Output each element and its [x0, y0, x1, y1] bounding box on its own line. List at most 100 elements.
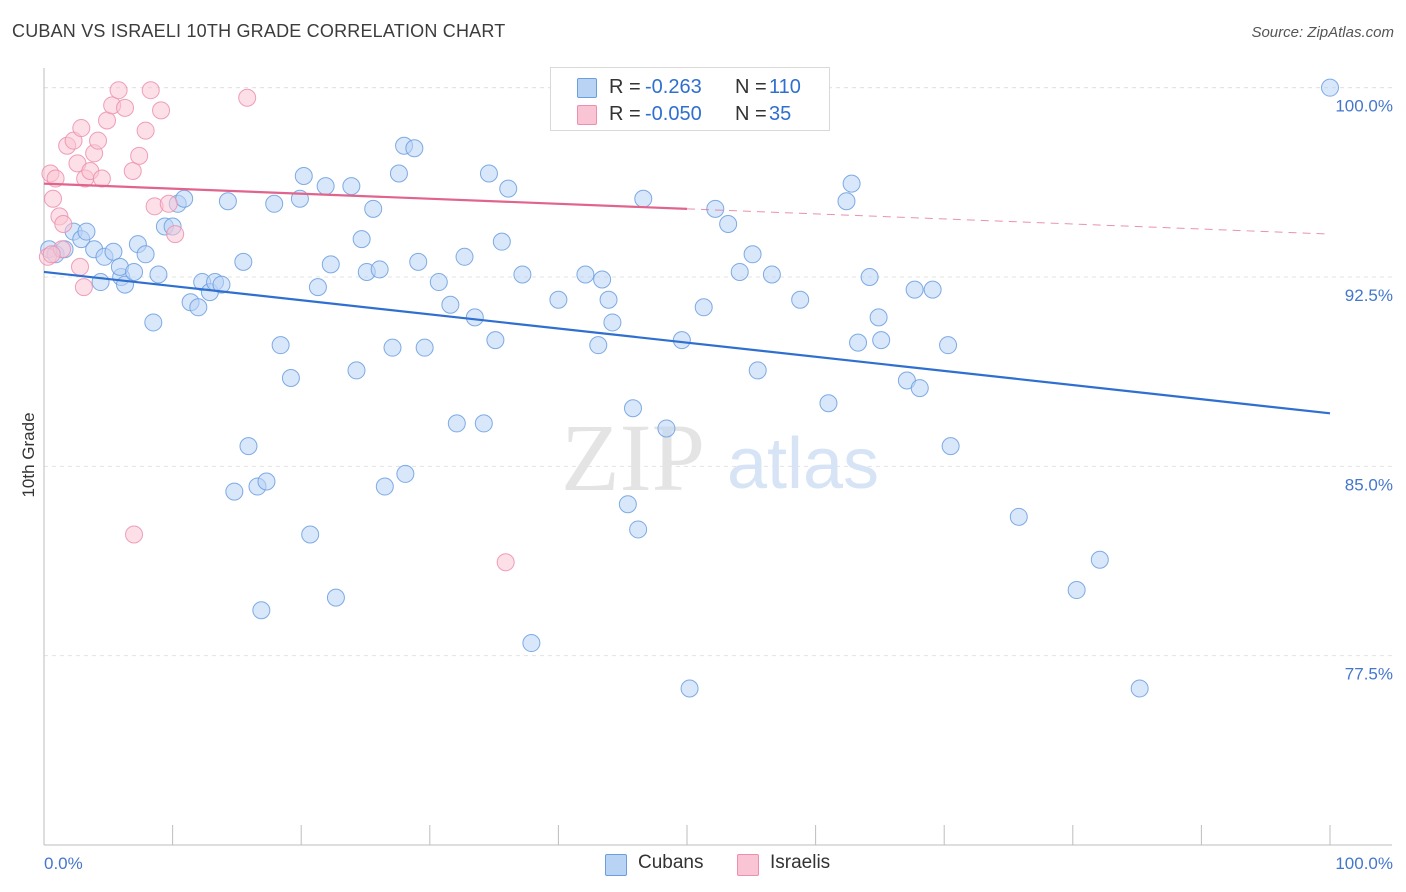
cuban-point	[872, 331, 891, 350]
cuban-point	[347, 361, 366, 380]
source-credit: Source: ZipAtlas.com	[1251, 24, 1394, 41]
israeli-point	[152, 101, 171, 120]
trend-lines	[43, 182, 1331, 415]
israeli-point	[159, 194, 178, 213]
cuban-point	[905, 280, 924, 299]
cuban-point	[294, 167, 313, 186]
cuban-point	[91, 273, 110, 292]
cuban-point	[791, 290, 810, 309]
cuban-point	[694, 298, 713, 317]
israeli-point	[130, 146, 149, 165]
israeli-point	[71, 257, 90, 276]
cuban-point	[396, 464, 415, 483]
cuban-point	[849, 333, 868, 352]
axes	[43, 68, 1392, 846]
cuban-point	[441, 295, 460, 314]
cuban-point	[409, 252, 428, 271]
y-tick-label: 100.0%	[1335, 97, 1393, 116]
cuban-point	[447, 414, 466, 433]
cuban-point	[672, 331, 691, 350]
israeli-point	[89, 131, 108, 150]
cuban-point	[762, 265, 781, 284]
cuban-point	[549, 290, 568, 309]
cuban-point	[465, 308, 484, 327]
cuban-point	[719, 214, 738, 233]
cuban-point	[405, 139, 424, 158]
israelis-legend-label: Israelis	[770, 852, 831, 873]
cuban-point	[257, 472, 276, 491]
cuban-point	[576, 265, 595, 284]
israeli-point	[44, 189, 63, 208]
cuban-point	[370, 260, 389, 279]
cuban-point	[218, 192, 237, 211]
y-tick-label: 77.5%	[1345, 665, 1393, 684]
cuban-point	[455, 247, 474, 266]
n-value: 35	[769, 103, 792, 125]
cuban-point	[869, 308, 888, 327]
cuban-point	[837, 192, 856, 211]
israeli-point	[72, 119, 91, 138]
cuban-point	[301, 525, 320, 544]
cuban-point	[104, 242, 123, 261]
cuban-point	[706, 199, 725, 218]
x-tick-label: 0.0%	[44, 854, 83, 873]
cuban-point	[513, 265, 532, 284]
cuban-point	[589, 336, 608, 355]
cuban-point	[265, 194, 284, 213]
israeli-point	[125, 525, 144, 544]
cubans-legend-label: Cubans	[638, 852, 704, 873]
cuban-point	[77, 222, 96, 241]
cuban-point	[657, 419, 676, 438]
x-tick-label: 100.0%	[1335, 854, 1393, 873]
cuban-point	[1321, 78, 1339, 97]
cuban-point	[474, 414, 493, 433]
watermark-atlas: atlas	[727, 424, 879, 504]
israeli-point	[136, 121, 155, 140]
israeli-point	[92, 169, 111, 188]
cuban-point	[479, 164, 498, 183]
cuban-point	[599, 290, 618, 309]
cuban-point	[316, 177, 335, 196]
legend-row-israelis: R = -0.050 N = 35	[551, 100, 829, 128]
cuban-point	[910, 379, 929, 398]
cuban-point	[212, 275, 231, 294]
cuban-point	[308, 278, 327, 297]
cuban-point	[234, 252, 253, 271]
cubans-trend-line	[43, 270, 1331, 415]
israelis-legend-swatch	[737, 854, 759, 876]
cuban-point	[860, 268, 879, 287]
cuban-point	[522, 634, 541, 653]
cuban-point	[634, 189, 653, 208]
israeli-point	[116, 98, 135, 117]
n-label: N =	[735, 103, 767, 125]
cuban-point	[819, 394, 838, 413]
cuban-point	[486, 331, 505, 350]
israeli-point	[109, 81, 128, 100]
cuban-point	[225, 482, 244, 501]
cuban-point	[271, 336, 290, 355]
cuban-point	[239, 437, 258, 456]
cuban-point	[743, 245, 762, 264]
cuban-point	[144, 313, 163, 332]
cuban-point	[730, 262, 749, 281]
cuban-point	[492, 232, 511, 251]
cuban-point	[389, 164, 408, 183]
israeli-point	[54, 214, 73, 233]
cuban-point	[429, 273, 448, 292]
cuban-point	[1130, 679, 1149, 698]
israeli-point	[98, 111, 117, 130]
cuban-point	[499, 179, 518, 198]
cuban-point	[603, 313, 622, 332]
israeli-point	[166, 225, 185, 244]
israeli-point	[74, 278, 93, 297]
cubans-swatch	[577, 78, 597, 98]
tick-labels: 77.5% 85.0% 92.5% 100.0% 0.0% 100.0%	[44, 97, 1393, 873]
israeli-point	[496, 553, 515, 572]
cuban-point	[1009, 507, 1028, 526]
cuban-point	[352, 230, 371, 249]
y-axis-label: 10th Grade	[19, 412, 38, 497]
israelis-trend-line	[43, 182, 688, 210]
israeli-point	[141, 81, 160, 100]
cuban-point	[342, 177, 361, 196]
